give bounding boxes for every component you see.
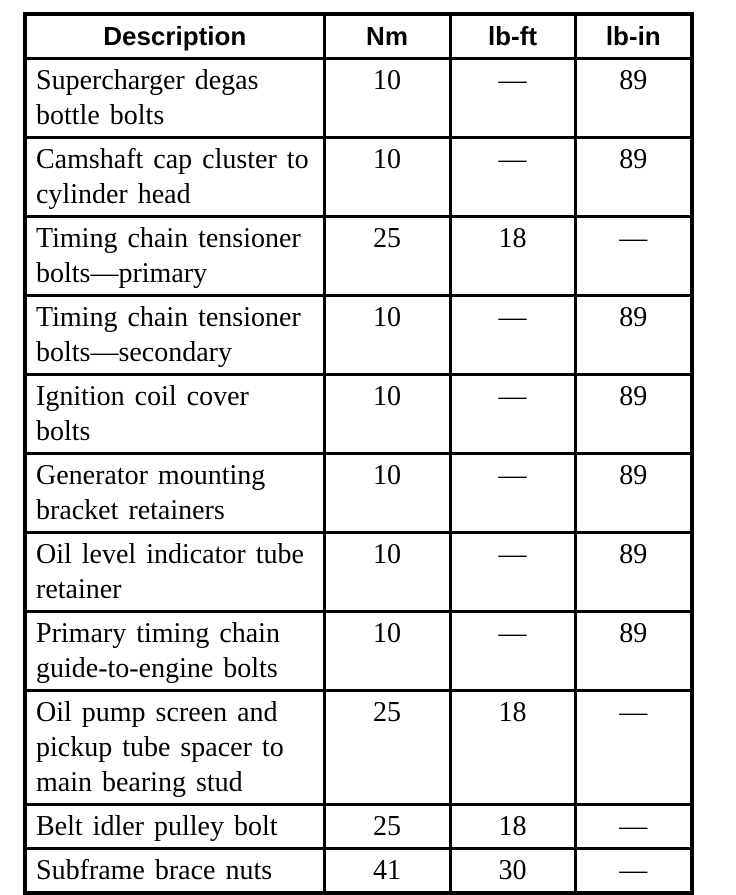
lb-ft-cell: 18	[448, 688, 577, 806]
nm-cell: 10	[322, 56, 452, 139]
nm-cell: 25	[322, 688, 452, 806]
lb-in-cell: 89	[573, 293, 694, 376]
table-row: Subframe brace nuts 41 30 —	[23, 846, 694, 894]
lb-in-cell: —	[573, 214, 694, 297]
lb-ft-cell: 18	[448, 214, 577, 297]
description-cell: Generator mounting bracket retainers	[23, 451, 326, 534]
table-row: Ignition coil cover bolts 10 — 89	[23, 372, 694, 455]
lb-ft-cell: 30	[448, 846, 577, 894]
table-row: Generator mounting bracket retainers 10 …	[23, 451, 694, 534]
description-cell: Supercharger degas bottle bolts	[23, 56, 326, 139]
lb-ft-cell: 18	[448, 802, 577, 850]
lb-ft-cell: —	[448, 293, 577, 376]
nm-cell: 10	[322, 135, 452, 218]
lb-in-cell: —	[573, 802, 694, 850]
table-row: Oil level indicator tube retainer 10 — 8…	[23, 530, 694, 613]
lb-ft-cell: —	[448, 530, 577, 613]
table-row: Oil pump screen and pickup tube spacer t…	[23, 688, 694, 806]
description-cell: Oil pump screen and pickup tube spacer t…	[23, 688, 326, 806]
table-row: Timing chain tensioner bolts—primary 25 …	[23, 214, 694, 297]
lb-in-cell: 89	[573, 451, 694, 534]
description-cell: Timing chain tensioner bolts—secondary	[23, 293, 326, 376]
lb-in-cell: 89	[573, 372, 694, 455]
lb-in-cell: —	[573, 688, 694, 806]
nm-cell: 10	[322, 530, 452, 613]
nm-cell: 25	[322, 214, 452, 297]
description-cell: Subframe brace nuts	[23, 846, 326, 894]
description-cell: Primary timing chain guide-to-engine bol…	[23, 609, 326, 692]
description-cell: Belt idler pulley bolt	[23, 802, 326, 850]
nm-cell: 10	[322, 609, 452, 692]
header-description: Description	[23, 12, 326, 60]
lb-ft-cell: —	[448, 609, 577, 692]
nm-cell: 10	[322, 293, 452, 376]
table-row: Camshaft cap cluster to cylinder head 10…	[23, 135, 694, 218]
table-row: Timing chain tensioner bolts—secondary 1…	[23, 293, 694, 376]
nm-cell: 25	[322, 802, 452, 850]
header-lb-in: lb-in	[573, 12, 694, 60]
table-row: Belt idler pulley bolt 25 18 —	[23, 802, 694, 850]
nm-cell: 10	[322, 451, 452, 534]
description-cell: Ignition coil cover bolts	[23, 372, 326, 455]
table-row: Supercharger degas bottle bolts 10 — 89	[23, 56, 694, 139]
lb-ft-cell: —	[448, 56, 577, 139]
lb-in-cell: 89	[573, 530, 694, 613]
header-nm: Nm	[322, 12, 452, 60]
header-row: Description Nm lb-ft lb-in	[23, 12, 694, 60]
lb-in-cell: 89	[573, 609, 694, 692]
lb-in-cell: 89	[573, 135, 694, 218]
lb-ft-cell: —	[448, 135, 577, 218]
header-lb-ft: lb-ft	[448, 12, 577, 60]
lb-in-cell: —	[573, 846, 694, 894]
nm-cell: 41	[322, 846, 452, 894]
table-row: Primary timing chain guide-to-engine bol…	[23, 609, 694, 692]
lb-ft-cell: —	[448, 372, 577, 455]
description-cell: Oil level indicator tube retainer	[23, 530, 326, 613]
description-cell: Timing chain tensioner bolts—primary	[23, 214, 326, 297]
nm-cell: 10	[322, 372, 452, 455]
description-cell: Camshaft cap cluster to cylinder head	[23, 135, 326, 218]
lb-in-cell: 89	[573, 56, 694, 139]
lb-ft-cell: —	[448, 451, 577, 534]
torque-spec-table: Description Nm lb-ft lb-in Supercharger …	[23, 12, 694, 895]
